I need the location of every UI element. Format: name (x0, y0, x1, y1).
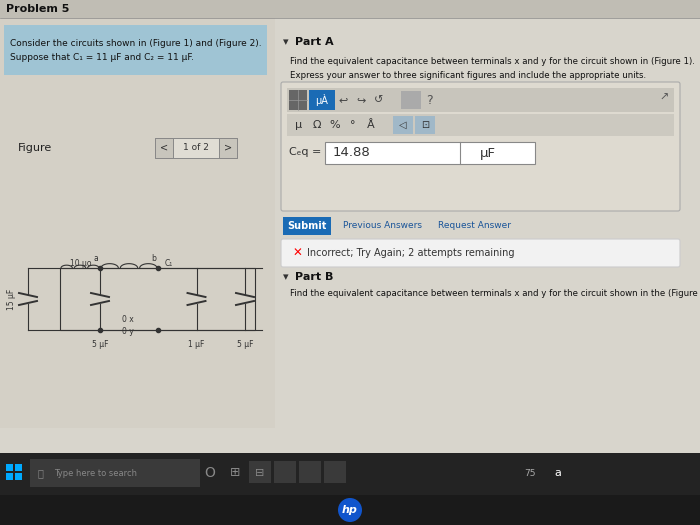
Text: 1 of 2: 1 of 2 (183, 143, 209, 152)
Text: ▾: ▾ (283, 272, 288, 282)
Bar (60, 268, 255, 330)
Text: 75: 75 (524, 468, 536, 478)
Text: ↩: ↩ (338, 95, 348, 105)
Text: b: b (152, 254, 156, 263)
Text: Find the equivalent capacitance between terminals x and y for the circuit shown : Find the equivalent capacitance between … (290, 289, 698, 298)
Text: %: % (330, 120, 340, 130)
Bar (325, 142, 535, 164)
Text: Express your answer to three significant figures and include the appropriate uni: Express your answer to three significant… (290, 70, 646, 79)
Bar (415, 116, 435, 134)
Text: Previous Answers: Previous Answers (343, 222, 422, 230)
Bar (155, 138, 173, 158)
Bar (289, 90, 307, 110)
Bar (287, 88, 674, 112)
Text: μ: μ (295, 120, 302, 130)
Text: 10 μo: 10 μo (70, 258, 92, 268)
Text: ⊟: ⊟ (256, 468, 265, 478)
Text: ?: ? (426, 93, 433, 107)
Text: Submit: Submit (287, 221, 327, 231)
Bar (249, 461, 271, 483)
Bar (275, 18, 700, 448)
Bar (274, 461, 296, 483)
Text: ↪: ↪ (356, 95, 365, 105)
FancyBboxPatch shape (281, 239, 680, 267)
Text: Figure: Figure (18, 143, 52, 153)
Bar (287, 114, 674, 136)
Text: hp: hp (342, 505, 358, 515)
Text: 5 μF: 5 μF (237, 340, 253, 349)
Bar (324, 461, 346, 483)
Text: °: ° (350, 120, 356, 130)
Text: Å: Å (367, 120, 375, 130)
Bar (219, 138, 237, 158)
Bar (401, 91, 421, 109)
Text: 🔍: 🔍 (38, 468, 44, 478)
Circle shape (338, 498, 362, 522)
Text: Part B: Part B (295, 272, 333, 282)
FancyBboxPatch shape (281, 82, 680, 211)
Text: μF: μF (480, 146, 496, 160)
Text: 0 x: 0 x (122, 316, 134, 324)
Bar (0, 495, 700, 525)
Text: 14.88: 14.88 (333, 146, 371, 160)
Text: Type here to search: Type here to search (54, 468, 137, 478)
Text: μÀ: μÀ (316, 94, 328, 106)
Text: 15 μF: 15 μF (8, 288, 17, 310)
Text: Part A: Part A (295, 37, 334, 47)
Bar (309, 90, 335, 110)
Text: ↺: ↺ (374, 95, 384, 105)
Bar (0, 453, 700, 495)
Bar (30, 459, 200, 487)
Bar (299, 461, 321, 483)
Bar (393, 116, 413, 134)
Bar (15, 473, 22, 480)
Text: ▾: ▾ (283, 37, 288, 47)
Bar (155, 138, 237, 158)
Bar (283, 217, 331, 235)
Text: 0 y: 0 y (122, 328, 134, 337)
Text: ⊡: ⊡ (421, 120, 429, 130)
Text: ◁: ◁ (399, 120, 407, 130)
Text: ↗: ↗ (659, 93, 668, 103)
Text: Cₑq =: Cₑq = (289, 147, 321, 157)
Text: Incorrect; Try Again; 2 attempts remaining: Incorrect; Try Again; 2 attempts remaini… (307, 248, 514, 258)
Text: Problem 5: Problem 5 (6, 4, 69, 14)
Text: a: a (554, 468, 561, 478)
Text: ✕: ✕ (293, 247, 303, 259)
Text: Request Answer: Request Answer (438, 222, 511, 230)
Bar (15, 464, 22, 471)
Bar (4, 25, 267, 75)
Bar (0, 18, 275, 428)
Text: ⊞: ⊞ (230, 467, 240, 479)
Text: Consider the circuits shown in (Figure 1) and (Figure 2).: Consider the circuits shown in (Figure 1… (10, 38, 262, 47)
Text: >: > (224, 143, 232, 153)
Bar (6, 464, 13, 471)
Text: Find the equivalent capacitance between terminals x and y for the circuit shown : Find the equivalent capacitance between … (290, 58, 695, 67)
Text: Ω: Ω (313, 120, 321, 130)
Bar (0, 0, 700, 18)
Text: 1 μF: 1 μF (188, 340, 204, 349)
Bar (6, 473, 13, 480)
Text: <: < (160, 143, 168, 153)
Text: O: O (204, 466, 216, 480)
Text: Suppose that C₁ = 11 μF and C₂ = 11 μF.: Suppose that C₁ = 11 μF and C₂ = 11 μF. (10, 54, 194, 62)
Text: 5 μF: 5 μF (92, 340, 108, 349)
Text: a: a (94, 254, 99, 263)
Text: C₁: C₁ (165, 258, 174, 268)
